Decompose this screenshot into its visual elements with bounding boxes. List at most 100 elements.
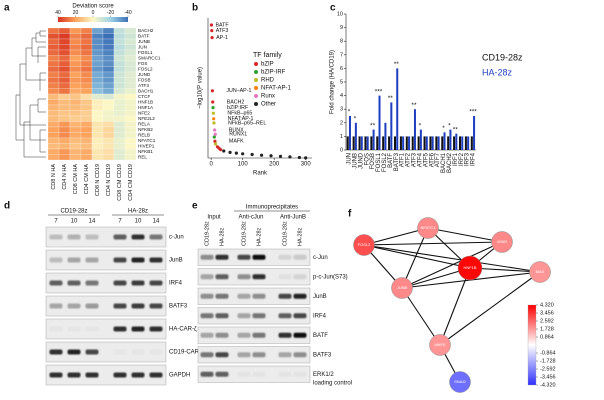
row-label: FOSB: [138, 77, 151, 82]
y-axis-label: Fold change (HA/CD19): [330, 50, 336, 114]
heatmap-cell: [113, 33, 126, 40]
bar: [417, 136, 420, 150]
heatmap-cell: [102, 27, 115, 34]
bar: [464, 136, 467, 150]
bar: [435, 136, 438, 150]
y-tick-label: 5: [340, 79, 343, 85]
heatmap-cell: [80, 104, 93, 111]
band: [49, 372, 63, 378]
band: [252, 293, 266, 299]
bar: [366, 136, 369, 150]
heatmap-cell: [58, 110, 71, 117]
x-tick-label: FOSL1: [376, 152, 382, 172]
significance: *: [419, 122, 422, 129]
node-label: MAFK: [434, 342, 445, 347]
x-tick-label: ATF7: [435, 152, 441, 167]
row-label-note: loading control: [313, 381, 352, 387]
colorbar-tick-label: -0.864: [540, 350, 556, 356]
heatmap-cell: [80, 148, 93, 155]
row-label: NFKB1: [138, 149, 153, 154]
row-label: FOS: [138, 61, 147, 66]
panel-label: c: [330, 3, 336, 14]
edge: [401, 227, 429, 289]
heatmap-cell: [102, 71, 115, 78]
row-label: JUND: [138, 72, 151, 77]
heatmap-cell: [124, 115, 137, 122]
heatmap-cell: [69, 110, 82, 117]
heatmap-cell: [124, 49, 137, 56]
point-label: BACH2: [227, 99, 245, 105]
heatmap-cell: [113, 55, 126, 62]
lane-label: HA-28z: [256, 227, 262, 246]
legend-label: NFAT-AP-1: [261, 86, 292, 92]
row-label: c-Jun: [169, 235, 184, 241]
blot-strip: [45, 272, 167, 294]
edge: [363, 227, 429, 246]
x-tick-label: IRF3: [465, 152, 471, 166]
heatmap-cell: [102, 44, 115, 51]
blot-strip: [45, 295, 167, 317]
heatmap-cell: [69, 137, 82, 144]
y-axis-label: −log10(P value): [198, 67, 204, 109]
column-label: CD8 N CD19: [95, 164, 101, 196]
bar: [399, 136, 402, 150]
heatmap-cell: [47, 27, 60, 34]
colorbar-tick-label: -2.592: [540, 366, 556, 372]
point-label: BATF: [215, 22, 229, 28]
band: [67, 257, 81, 263]
heatmap-cell: [91, 88, 104, 95]
x-tick-label: JUN: [347, 153, 353, 165]
heatmap-cell: [113, 154, 126, 161]
point: [209, 23, 214, 27]
row-label: NFE2: [138, 110, 150, 115]
band: [278, 313, 292, 319]
row-label: CTCF: [138, 94, 150, 99]
lane-label: 10: [71, 219, 78, 225]
bar: [473, 116, 476, 150]
row-label: FOSL1: [138, 50, 153, 55]
heatmap-cell: [113, 99, 126, 106]
band: [200, 313, 214, 319]
point: [212, 117, 216, 121]
colorbar-tick-label: 0: [92, 10, 95, 16]
band: [132, 350, 145, 355]
heatmap-cell: [113, 60, 126, 67]
heatmap-cell: [102, 88, 115, 95]
bar: [419, 129, 422, 150]
heatmap-cell: [91, 27, 104, 34]
legend-title: TF family: [253, 52, 282, 59]
blot-strip: [45, 364, 167, 386]
point: [213, 139, 217, 143]
heatmap-cell: [80, 82, 93, 89]
heatmap-cell: [80, 115, 93, 122]
lane-label: 7: [54, 219, 58, 225]
heatmap-cell: [58, 137, 71, 144]
row-label: RELA: [138, 121, 151, 126]
heatmap-cell: [124, 148, 137, 155]
band: [131, 303, 145, 309]
heatmap-cell: [47, 148, 60, 155]
band: [67, 372, 81, 378]
y-tick-label: 7: [340, 52, 343, 58]
x-tick-label: BACH1: [441, 152, 447, 173]
heatmap-cell: [69, 60, 82, 67]
lane-label: CD19-28z: [282, 221, 288, 246]
panel-label: a: [4, 3, 10, 14]
group-label: Anti-cJun: [238, 215, 263, 221]
band: [237, 371, 251, 377]
legend-label: Runx: [261, 94, 275, 100]
band: [149, 326, 163, 332]
row-label: JunB: [169, 258, 183, 264]
band: [237, 332, 251, 338]
heatmap-cell: [69, 82, 82, 89]
significance: ***: [469, 109, 477, 116]
edge: [401, 287, 441, 346]
point-label: NFkB–p65: [227, 111, 252, 117]
colorbar-tick-label: 4.320: [540, 302, 554, 308]
column-label: CD8 CM HA: [73, 164, 79, 195]
heatmap-cell: [91, 77, 104, 84]
legend-label: RHD: [261, 78, 275, 84]
point-label: RUNX: [229, 127, 244, 133]
heatmap-cell: [124, 110, 137, 117]
band: [67, 303, 81, 309]
